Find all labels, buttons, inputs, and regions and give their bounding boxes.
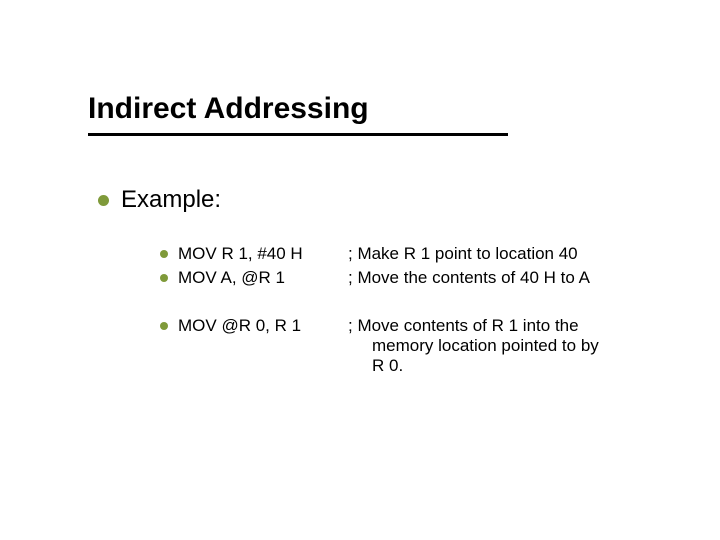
comment-text: ; Make R 1 point to location 40 [348,244,648,264]
comment-line: memory location pointed to by [372,336,599,355]
instruction-text: MOV @R 0, R 1 [178,316,348,336]
bullet-icon [160,274,168,282]
comment-text: ; Move contents of R 1 into the memory l… [348,316,648,376]
comment-text: ; Move the contents of 40 H to A [348,268,648,288]
bullet-icon [98,195,109,206]
instruction-text: MOV R 1, #40 H [178,244,348,264]
list-item: MOV R 1, #40 H ; Make R 1 point to locat… [160,244,648,264]
group-gap [160,292,648,316]
slide-title: Indirect Addressing [88,92,660,134]
bullet-icon [160,322,168,330]
title-block: Indirect Addressing [88,92,660,134]
comment-line: R 0. [372,356,403,375]
instruction-text: MOV A, @R 1 [178,268,348,288]
title-underline [88,133,508,136]
bullet-icon [160,250,168,258]
subhead-text: Example: [121,186,221,214]
list-item: MOV @R 0, R 1 ; Move contents of R 1 int… [160,316,648,376]
subhead-row: Example: [98,186,221,214]
comment-line: ; Move contents of R 1 into the [348,316,579,335]
list-item: MOV A, @R 1 ; Move the contents of 40 H … [160,268,648,288]
example-list: MOV R 1, #40 H ; Make R 1 point to locat… [160,244,648,380]
